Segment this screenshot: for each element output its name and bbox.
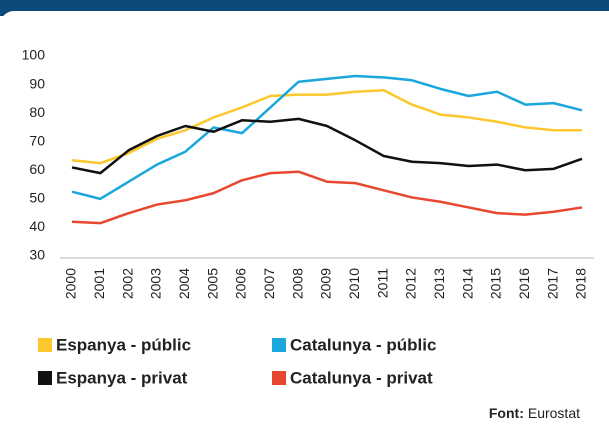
legend-swatch (272, 371, 286, 385)
x-tick-label: 2007 (261, 268, 277, 299)
legend-label: Catalunya - privat (290, 368, 433, 387)
series-line (71, 170, 583, 225)
x-tick-label: 2012 (403, 268, 419, 299)
x-tick-label: 2013 (431, 268, 447, 299)
series-line (71, 89, 582, 165)
y-tick-label: 50 (29, 190, 45, 206)
legend-label: Espanya - públic (56, 335, 191, 354)
y-tick-label: 90 (29, 75, 45, 91)
x-tick-label: 2014 (459, 268, 475, 299)
x-tick-label: 2004 (176, 268, 192, 299)
x-tick-label: 2008 (289, 268, 305, 299)
legend-swatch (38, 371, 52, 385)
legend-label: Espanya - privat (56, 368, 188, 387)
x-tick-label: 2000 (63, 268, 79, 299)
y-tick-label: 30 (29, 247, 45, 263)
x-tick-label: 2006 (233, 268, 249, 299)
x-tick-label: 2015 (488, 268, 504, 299)
x-tick-label: 2018 (573, 268, 589, 299)
source-text: Eurostat (528, 405, 580, 421)
x-tick-label: 2009 (318, 268, 334, 299)
x-tick-label: 2002 (119, 268, 135, 299)
legend-label: Catalunya - públic (290, 335, 436, 354)
y-tick-label: 60 (29, 161, 45, 177)
y-tick-label: 80 (29, 104, 45, 120)
x-tick-label: 2011 (374, 268, 390, 298)
x-tick-label: 2017 (544, 268, 560, 299)
x-tick-label: 2001 (91, 268, 107, 299)
banner-curve (0, 11, 609, 51)
y-tick-label: 70 (29, 132, 45, 148)
legend-swatch (38, 338, 52, 352)
series-line (71, 117, 583, 175)
legend-swatch (272, 338, 286, 352)
series-line (71, 74, 583, 201)
y-tick-label: 40 (29, 218, 45, 234)
x-tick-label: 2003 (148, 268, 164, 299)
y-tick-label: 100 (22, 47, 46, 63)
x-tick-label: 2010 (346, 268, 362, 299)
source-label: Font: (489, 405, 524, 421)
x-tick-label: 2016 (516, 268, 532, 299)
source: Font: Eurostat (489, 405, 580, 421)
x-tick-label: 2005 (204, 268, 220, 299)
